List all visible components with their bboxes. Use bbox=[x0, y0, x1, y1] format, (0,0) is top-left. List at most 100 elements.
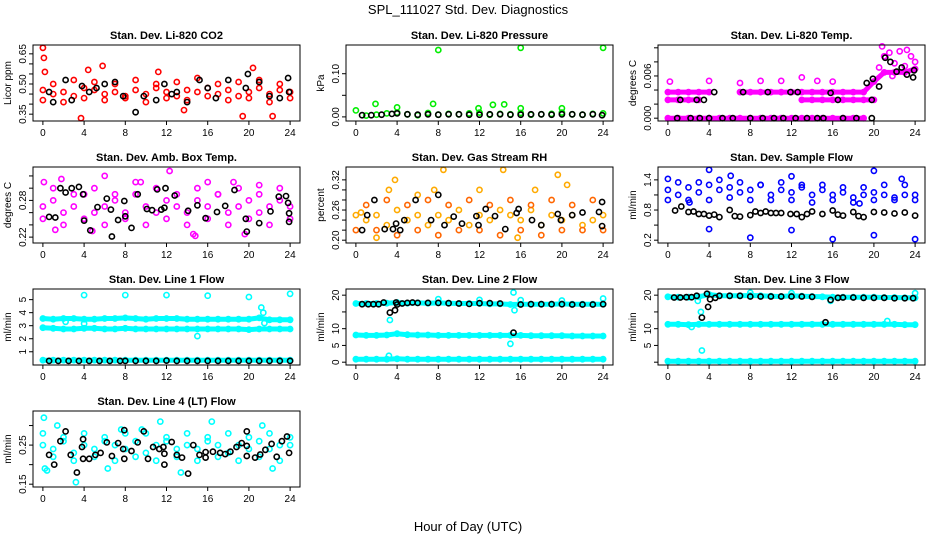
data-point bbox=[674, 178, 682, 186]
dense-band bbox=[353, 331, 606, 339]
data-point bbox=[70, 457, 78, 465]
data-point bbox=[40, 54, 48, 62]
data-point bbox=[255, 209, 263, 216]
data-point bbox=[362, 331, 370, 339]
data-point bbox=[808, 88, 816, 96]
data-point bbox=[548, 355, 555, 363]
data-point bbox=[527, 110, 535, 118]
data-point bbox=[132, 357, 139, 365]
panel-5: Stan. Dev. Gas Stream RH 0 4 8 12 16 20 24 0.20 0… bbox=[316, 152, 614, 261]
data-point bbox=[496, 300, 504, 307]
data-point bbox=[891, 210, 898, 217]
data-point bbox=[383, 331, 391, 339]
data-point bbox=[698, 347, 706, 354]
data-point bbox=[736, 79, 744, 87]
data-point bbox=[568, 301, 576, 308]
data-point bbox=[121, 324, 129, 332]
data-point bbox=[276, 184, 284, 192]
data-point bbox=[242, 84, 250, 92]
data-point bbox=[117, 426, 125, 433]
data-point bbox=[204, 92, 212, 100]
data-point bbox=[235, 78, 242, 86]
data-point bbox=[548, 300, 555, 308]
data-point bbox=[121, 357, 129, 365]
data-point bbox=[173, 315, 181, 322]
x-tick-label: 20 bbox=[868, 128, 880, 139]
x-tick-label: 24 bbox=[910, 250, 922, 261]
data-point bbox=[554, 171, 562, 179]
data-point bbox=[267, 207, 274, 215]
y-axis-label: ml/min bbox=[628, 312, 639, 341]
data-point bbox=[903, 46, 911, 54]
data-point bbox=[385, 352, 393, 360]
data-point bbox=[60, 325, 67, 333]
data-point bbox=[275, 193, 283, 201]
data-point bbox=[695, 320, 703, 328]
data-point bbox=[510, 289, 517, 296]
data-point bbox=[475, 221, 482, 229]
data-point bbox=[403, 355, 411, 363]
data-point bbox=[224, 315, 232, 323]
data-point bbox=[500, 101, 508, 108]
data-point bbox=[193, 357, 201, 365]
data-point bbox=[49, 184, 57, 192]
data-point bbox=[101, 90, 109, 98]
data-point bbox=[517, 226, 525, 234]
data-point bbox=[880, 294, 888, 302]
data-point bbox=[224, 209, 232, 216]
data-point bbox=[60, 221, 67, 229]
data-point bbox=[79, 190, 87, 198]
data-point bbox=[589, 110, 597, 118]
data-point bbox=[352, 355, 360, 363]
data-point bbox=[193, 457, 201, 465]
data-point bbox=[268, 440, 275, 448]
data-point bbox=[870, 294, 878, 302]
data-point bbox=[666, 78, 674, 85]
data-point bbox=[777, 357, 785, 365]
data-point bbox=[746, 293, 754, 300]
x-tick-label: 8 bbox=[436, 128, 442, 139]
data-point bbox=[132, 315, 139, 322]
data-point bbox=[746, 357, 754, 365]
data-point bbox=[788, 320, 795, 328]
data-point bbox=[829, 78, 837, 85]
data-point bbox=[875, 83, 883, 90]
data-point bbox=[286, 290, 294, 298]
data-point bbox=[798, 88, 806, 96]
data-point bbox=[273, 453, 281, 461]
y-axis-label: degrees C bbox=[3, 182, 14, 228]
data-point bbox=[284, 74, 292, 82]
data-point bbox=[221, 202, 229, 210]
data-point bbox=[863, 79, 871, 87]
data-point bbox=[424, 221, 432, 229]
data-point bbox=[101, 96, 109, 104]
data-point bbox=[788, 293, 795, 300]
data-point bbox=[78, 82, 86, 90]
data-point bbox=[839, 183, 847, 191]
data-point bbox=[558, 332, 566, 340]
data-point bbox=[445, 201, 452, 209]
data-point bbox=[798, 183, 806, 191]
data-point bbox=[517, 296, 525, 304]
data-point bbox=[189, 441, 197, 449]
data-point bbox=[746, 196, 754, 204]
data-point bbox=[97, 449, 104, 457]
y-axis-label: ml/min bbox=[3, 312, 14, 341]
data-point bbox=[911, 212, 919, 219]
data-point bbox=[599, 295, 607, 302]
data-point bbox=[152, 315, 160, 322]
data-point bbox=[39, 315, 47, 322]
data-point bbox=[243, 228, 251, 235]
data-point bbox=[434, 191, 442, 199]
data-point bbox=[137, 178, 145, 186]
data-point bbox=[80, 291, 88, 299]
data-point bbox=[880, 209, 888, 216]
data-point bbox=[676, 96, 684, 104]
data-point bbox=[101, 203, 109, 210]
x-tick-label: 12 bbox=[474, 128, 486, 139]
y-tick-label: 0.15 bbox=[18, 474, 29, 494]
data-point bbox=[506, 355, 514, 363]
data-point bbox=[101, 315, 109, 322]
data-point bbox=[506, 196, 514, 204]
data-point bbox=[276, 80, 284, 88]
